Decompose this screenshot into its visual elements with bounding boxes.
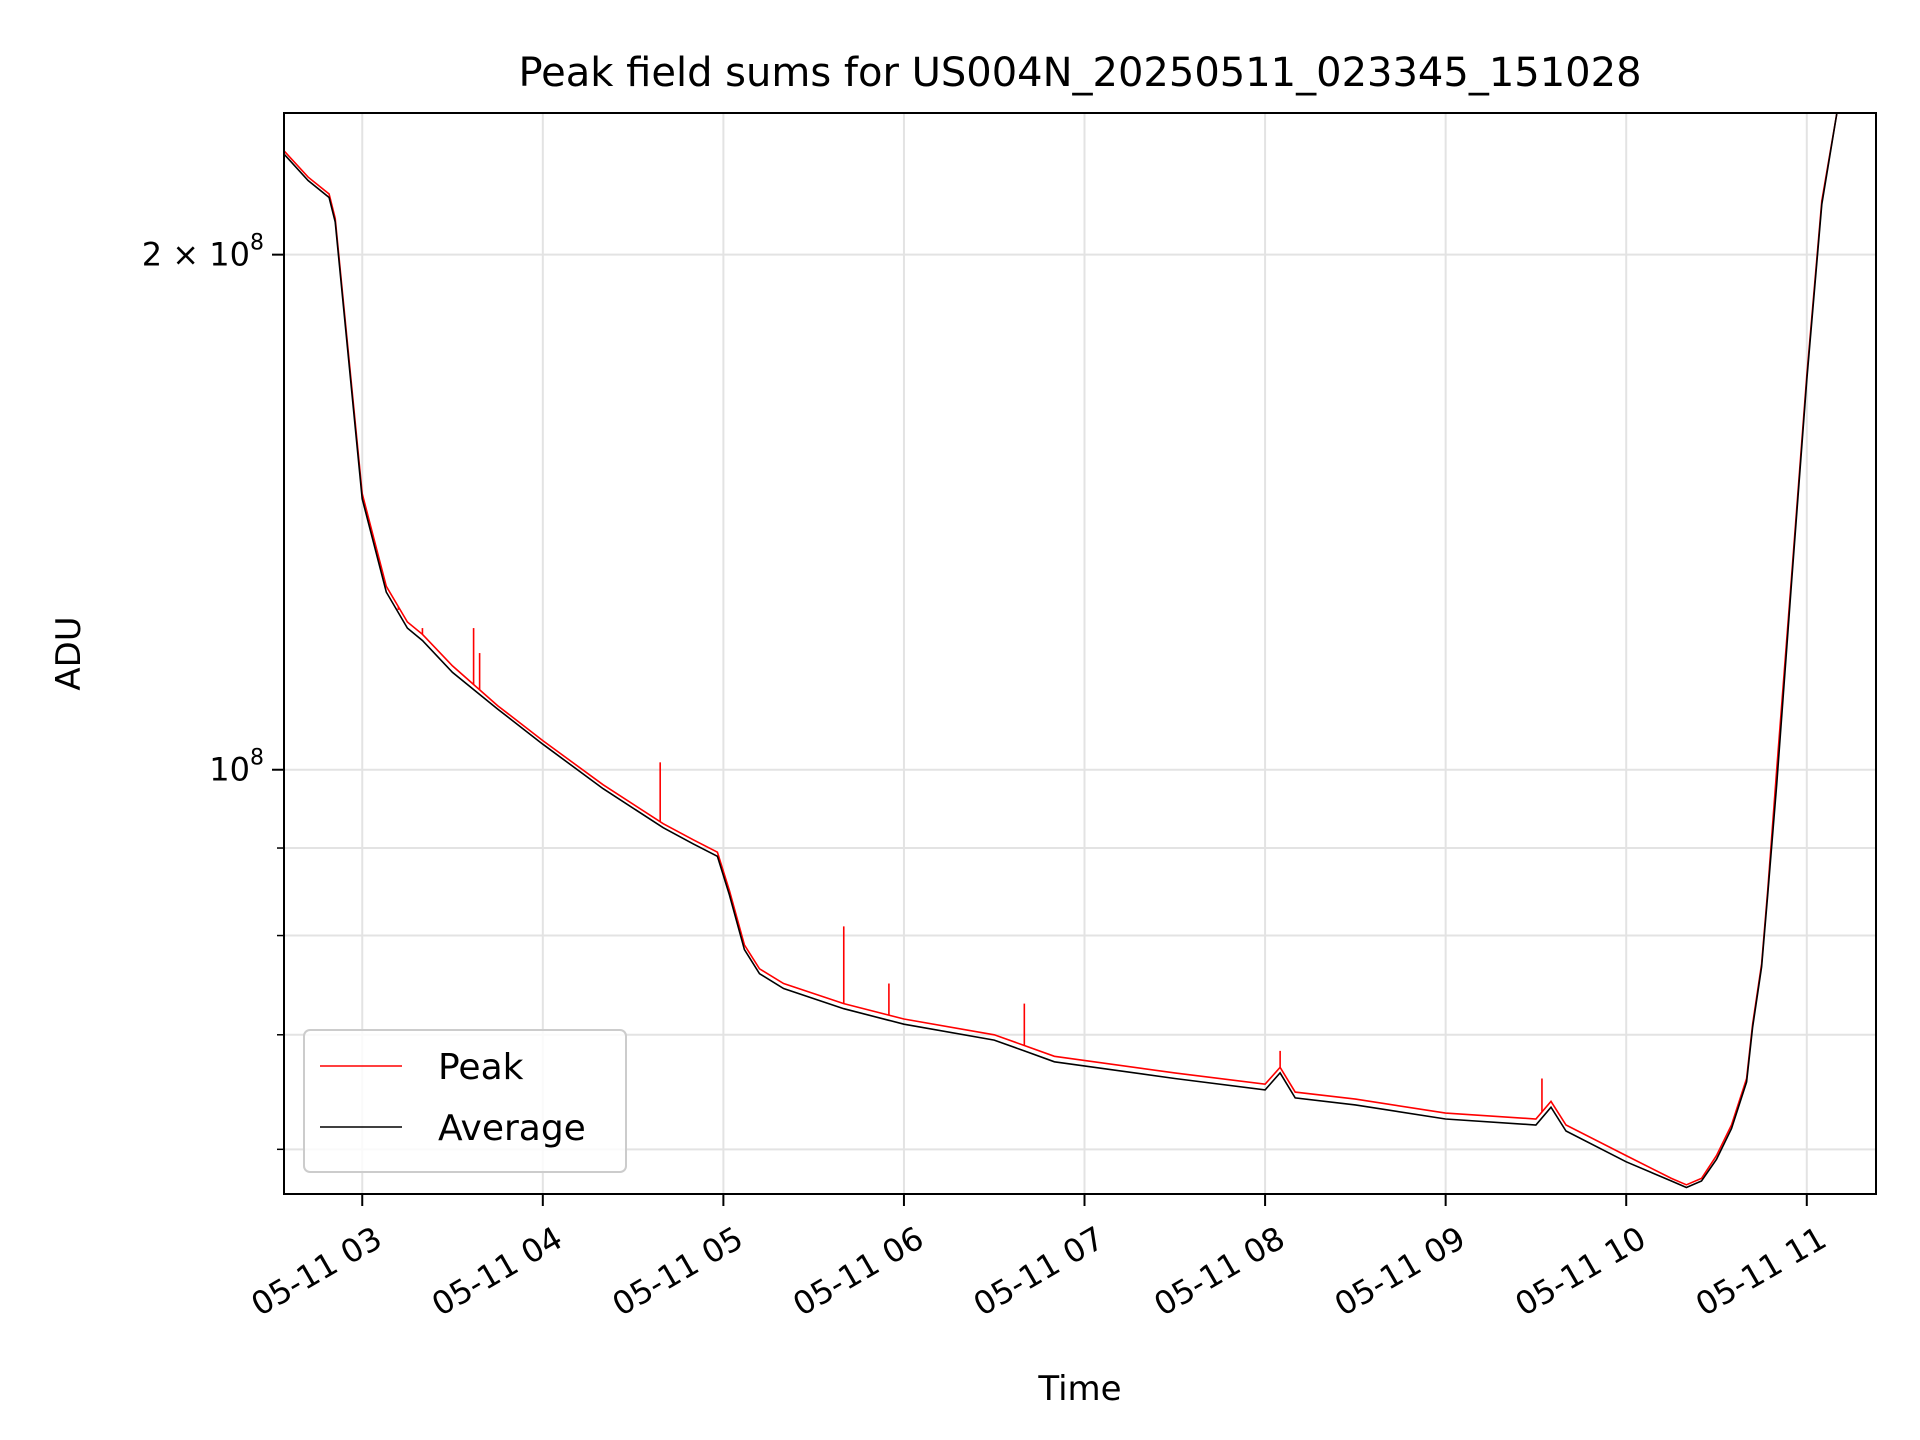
grid <box>284 113 1876 1194</box>
y-tick-label-exponent: 8 <box>250 746 264 771</box>
series-line-average <box>284 113 1838 1189</box>
x-axis-label: Time <box>1037 1369 1121 1409</box>
chart-title: Peak field sums for US004N_20250511_0233… <box>518 50 1641 96</box>
legend: Peak Average <box>303 1029 627 1173</box>
y-axis-label: ADU <box>49 616 89 690</box>
y-tick-label-base: 2 × 10 <box>142 236 250 274</box>
y-tick-label: 2 × 108 <box>142 231 264 274</box>
series-layer <box>284 113 1838 1189</box>
legend-label-average: Average <box>438 1108 586 1149</box>
y-tick-label-base: 10 <box>209 751 250 789</box>
plot-frame <box>283 112 1877 1195</box>
y-tick-label-exponent: 8 <box>250 231 264 256</box>
y-tick-label: 108 <box>209 746 264 789</box>
legend-label-peak: Peak <box>438 1047 524 1088</box>
